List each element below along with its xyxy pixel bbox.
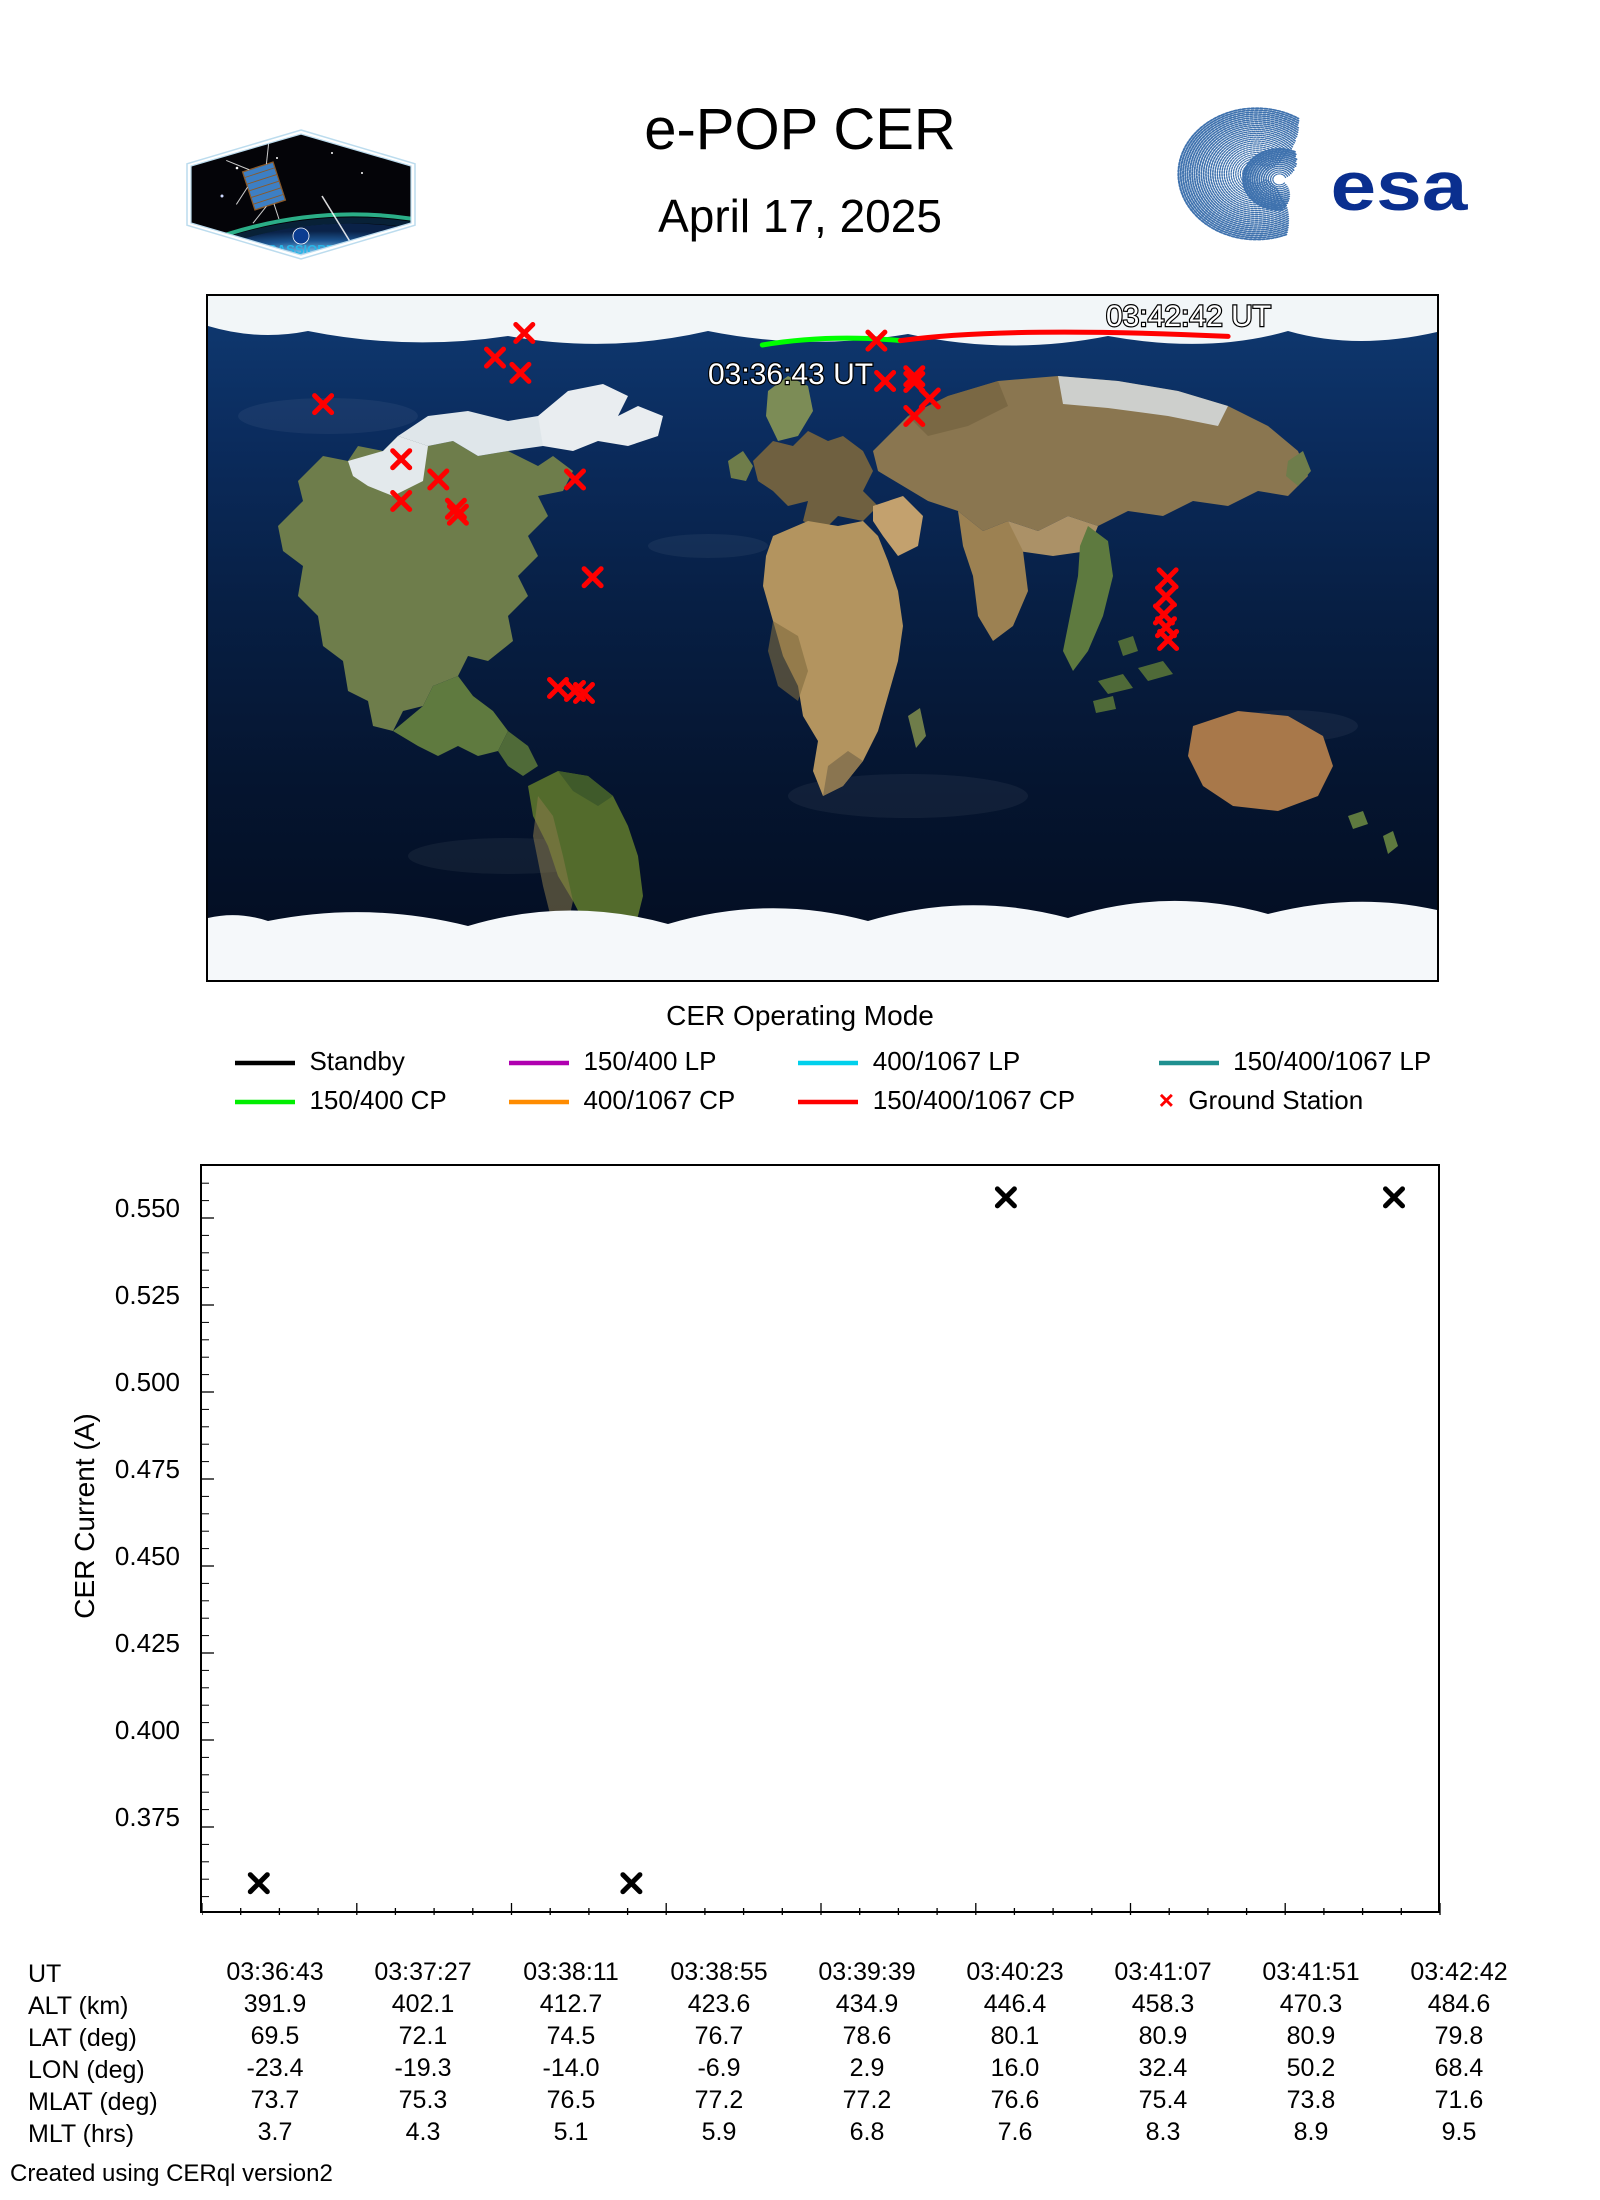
svg-text:esa: esa [1330, 148, 1468, 225]
svg-text:03:42:42 UT: 03:42:42 UT [1106, 300, 1271, 333]
svg-text:03:36:43 UT: 03:36:43 UT [708, 358, 873, 391]
